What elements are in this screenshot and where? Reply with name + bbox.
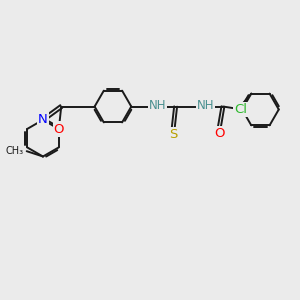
Text: O: O <box>54 122 64 136</box>
Text: NH: NH <box>149 99 166 112</box>
Text: S: S <box>169 128 177 141</box>
Text: Cl: Cl <box>234 103 248 116</box>
Text: N: N <box>38 113 48 126</box>
Text: NH: NH <box>197 99 214 112</box>
Text: CH₃: CH₃ <box>5 146 23 156</box>
Text: O: O <box>214 127 225 140</box>
